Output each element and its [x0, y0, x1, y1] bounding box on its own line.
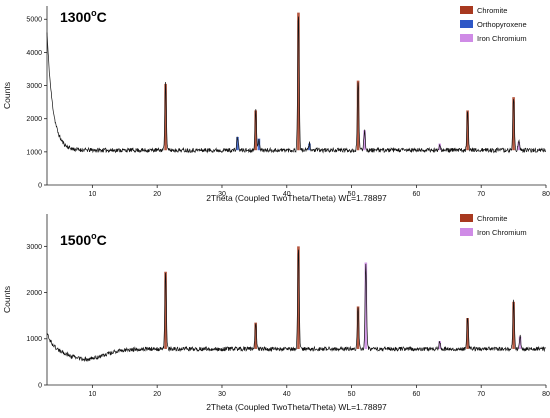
x-tick-label: 80: [542, 191, 550, 198]
legend: Chromite Orthopyroxene Iron Chromium: [460, 6, 527, 43]
x-tick-label: 50: [348, 191, 356, 198]
legend-swatch: [460, 6, 473, 14]
y-tick-label: 0: [38, 182, 42, 189]
legend-label: Iron Chromium: [477, 34, 527, 43]
x-tick-label: 60: [412, 391, 420, 398]
legend-label: Chromite: [477, 214, 507, 223]
legend-swatch: [460, 20, 473, 28]
y-tick-label: 1000: [26, 336, 42, 343]
x-axis-title: 2Theta (Coupled TwoTheta/Theta) WL=1.788…: [206, 193, 387, 203]
diffraction-trace: [46, 16, 547, 154]
y-tick-label: 5000: [26, 17, 42, 24]
y-axis-title: Counts: [2, 82, 12, 109]
x-tick-label: 70: [477, 191, 485, 198]
y-tick-label: 2000: [26, 116, 42, 123]
legend-swatch: [460, 34, 473, 42]
x-tick-label: 40: [283, 191, 291, 198]
x-tick-label: 20: [153, 391, 161, 398]
x-tick-label: 80: [542, 391, 550, 398]
diffraction-trace: [46, 249, 547, 363]
legend-swatch: [460, 214, 473, 222]
x-tick-label: 10: [88, 191, 96, 198]
y-tick-label: 1000: [26, 149, 42, 156]
y-tick-label: 3000: [26, 83, 42, 90]
x-axis-title: 2Theta (Coupled TwoTheta/Theta) WL=1.788…: [206, 402, 387, 412]
y-axis-title: Counts: [2, 286, 12, 313]
y-tick-label: 3000: [26, 244, 42, 251]
y-tick-label: 0: [38, 382, 42, 389]
legend: Chromite Iron Chromium: [460, 214, 527, 237]
y-tick-label: 2000: [26, 290, 42, 297]
temperature-label: 1500oC: [60, 231, 107, 248]
y-tick-label: 4000: [26, 50, 42, 57]
x-tick-label: 50: [348, 391, 356, 398]
legend-label: Iron Chromium: [477, 228, 527, 237]
legend-swatch: [460, 228, 473, 236]
xrd-panel-1: 0 1000 2000 3000 10 20 30 40 50 60 70 80 2Theta (Cou…: [2, 214, 550, 412]
x-tick-label: 30: [218, 191, 226, 198]
x-tick-label: 60: [412, 191, 420, 198]
x-tick-label: 10: [88, 391, 96, 398]
temperature-label: 1300oC: [60, 8, 107, 25]
xrd-panel-0: 0 1000 2000 3000 4000 5000 10 20 30 40 50 60 70 80 2Th…: [2, 6, 550, 203]
x-tick-label: 70: [477, 391, 485, 398]
x-tick-label: 30: [218, 391, 226, 398]
legend-label: Orthopyroxene: [477, 20, 527, 29]
x-tick-label: 20: [153, 191, 161, 198]
legend-label: Chromite: [477, 6, 507, 15]
x-tick-label: 40: [283, 391, 291, 398]
